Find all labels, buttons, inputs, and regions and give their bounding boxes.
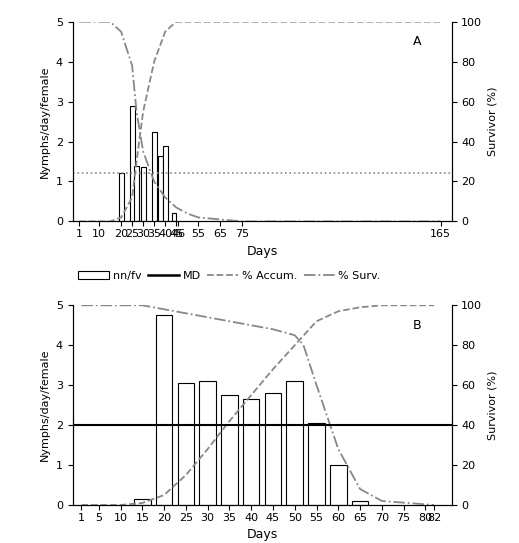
- Bar: [352, 501, 368, 505]
- X-axis label: Days: Days: [247, 528, 278, 541]
- Bar: [243, 399, 260, 505]
- Bar: [330, 465, 347, 505]
- Y-axis label: Nymphs/day/female: Nymphs/day/female: [40, 349, 50, 462]
- Bar: [221, 395, 238, 505]
- X-axis label: Days: Days: [247, 244, 278, 257]
- Bar: [156, 315, 172, 505]
- Y-axis label: Survivor (%): Survivor (%): [488, 370, 498, 440]
- Bar: [141, 167, 145, 222]
- Bar: [265, 393, 281, 505]
- Bar: [134, 166, 139, 222]
- Y-axis label: Survivor (%): Survivor (%): [488, 87, 498, 156]
- Bar: [286, 381, 303, 505]
- Bar: [119, 174, 124, 222]
- Text: B: B: [413, 319, 422, 332]
- Bar: [152, 131, 157, 222]
- Y-axis label: Nymphs/day/female: Nymphs/day/female: [40, 65, 50, 178]
- Bar: [177, 383, 194, 505]
- Legend: nn/fv, MD, % Accum., % Surv.: nn/fv, MD, % Accum., % Surv.: [78, 271, 380, 281]
- Bar: [158, 155, 163, 222]
- Bar: [130, 105, 134, 222]
- Bar: [134, 499, 151, 505]
- Bar: [308, 423, 325, 505]
- Bar: [199, 381, 216, 505]
- Bar: [163, 146, 168, 222]
- Text: A: A: [413, 35, 421, 48]
- Bar: [172, 213, 176, 222]
